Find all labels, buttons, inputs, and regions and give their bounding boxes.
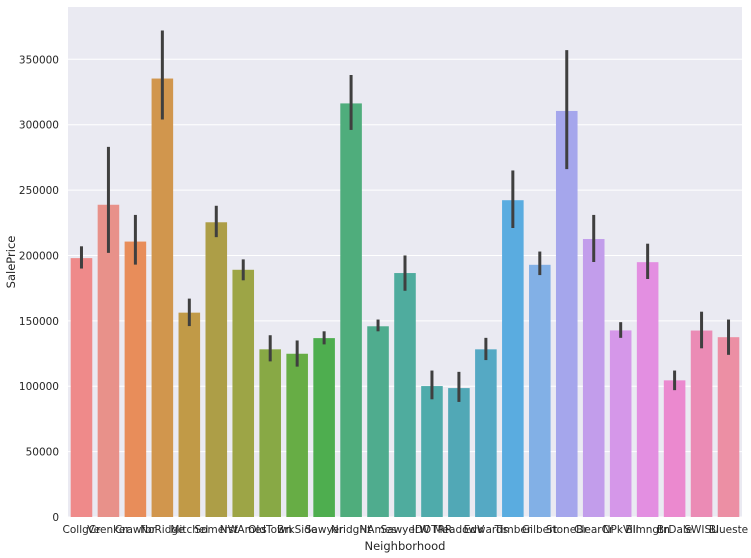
bar [394, 273, 416, 517]
x-tick-label: Blueste [709, 524, 748, 536]
x-axis-label: Neighborhood [365, 539, 446, 553]
x-tick-label: IDOTRR [412, 524, 452, 536]
x-tick-label: NoRidge [140, 524, 184, 536]
y-tick-label: 50000 [26, 447, 59, 459]
x-tick-label: Somerst [194, 524, 238, 536]
x-tick-labels: CollgCrVeenkerCrawforNoRidgeMitchelSomer… [63, 524, 749, 536]
x-tick-label: NPkVill [603, 524, 639, 536]
bar [636, 262, 659, 517]
x-tick-label: NAmes [359, 524, 396, 536]
bar [448, 388, 470, 517]
bar [178, 312, 201, 517]
x-tick-label: Crawfor [115, 524, 157, 536]
x-tick-label: SawyerW [380, 524, 430, 536]
y-tick-label: 0 [52, 512, 59, 524]
bar [151, 78, 174, 518]
y-tick-label: 300000 [19, 120, 59, 132]
x-tick-label: BrDale [657, 524, 692, 536]
x-tick-label: StoneBr [546, 524, 589, 536]
x-tick-label: Timber [493, 524, 531, 536]
x-tick-label: BrkSide [277, 524, 317, 536]
bar [475, 349, 497, 517]
bar [555, 110, 578, 518]
x-tick-label: OldTown [248, 524, 292, 536]
bars-group [70, 78, 740, 518]
bar [286, 353, 308, 517]
y-tick-label: 100000 [19, 381, 59, 393]
bar [232, 269, 255, 517]
bar [582, 239, 605, 517]
bar [529, 264, 551, 517]
x-tick-label: CollgCr [63, 524, 102, 536]
x-tick-label: Blmngtn [625, 524, 669, 536]
y-tick-label: 150000 [19, 316, 59, 328]
x-tick-label: MeadowV [434, 524, 486, 536]
x-tick-label: NWAmes [220, 524, 267, 536]
x-tick-label: NridgHt [331, 524, 371, 536]
bar [717, 337, 740, 517]
y-tick-labels: 0 50000 100000 150000 200000 250000 300000 3500… [19, 54, 59, 524]
bar [502, 200, 524, 517]
bar [340, 103, 362, 517]
bar [97, 204, 120, 518]
x-tick-label: Gilbert [522, 524, 558, 536]
bar [259, 349, 281, 517]
y-tick-label: 250000 [19, 185, 59, 197]
x-tick-label: Mitchel [170, 524, 208, 536]
x-tick-label: ClearCr [574, 524, 614, 536]
error-bars-group [79, 30, 731, 402]
bar [663, 380, 686, 517]
bar [690, 330, 713, 517]
bar [205, 222, 228, 517]
x-tick-label: Sawyer [305, 524, 344, 536]
bar [70, 258, 93, 517]
bar [124, 241, 147, 517]
x-tick-label: SWISU [684, 524, 719, 536]
y-axis-label: SalePrice [4, 236, 18, 289]
x-tick-label: Edwards [464, 524, 509, 536]
bar [421, 386, 443, 517]
x-tick-label: Veenker [87, 524, 130, 536]
bar [367, 326, 389, 517]
bar [313, 338, 335, 517]
bar [609, 330, 632, 517]
y-tick-label: 350000 [19, 54, 59, 66]
y-tick-label: 200000 [19, 250, 59, 262]
